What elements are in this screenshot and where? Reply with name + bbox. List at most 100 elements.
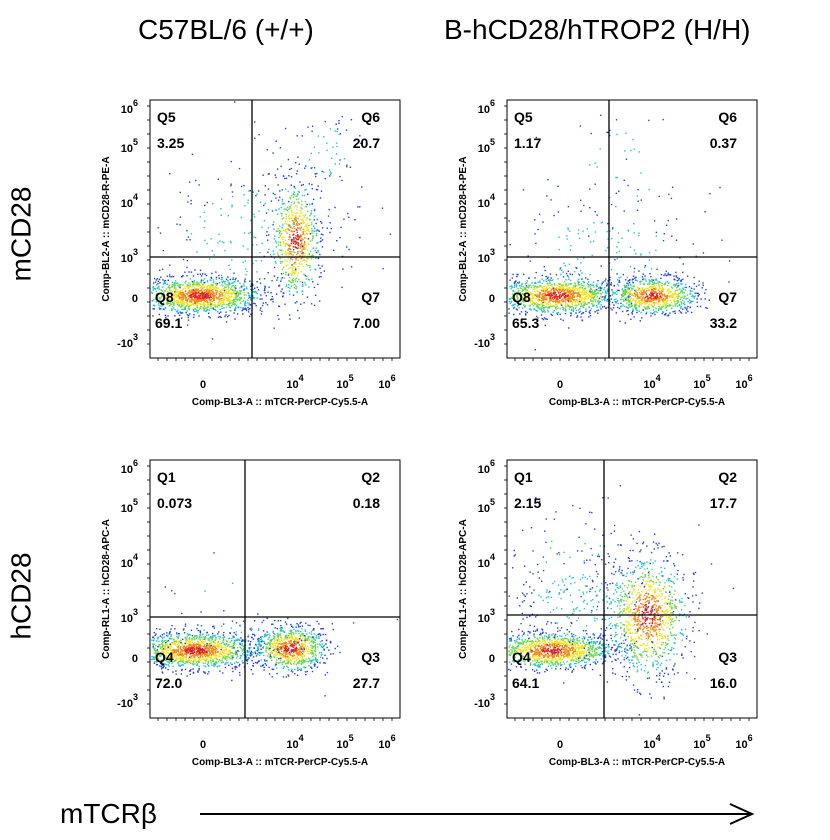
quadrant-name: Q7 [718,289,737,305]
x-tick-label: 0 [557,739,563,751]
y-axis-label: Comp-RL1-A :: hCD28-APC-A [101,519,112,659]
column-title-humanized: B-hCD28/hTROP2 (H/H) [444,14,751,45]
y-tick-label: 103 [121,607,138,625]
y-tick-label: 105 [478,137,495,155]
x-tick-label: 104 [643,733,660,751]
y-axis-label: Comp-BL2-A :: mCD28-R-PE-A [458,156,469,301]
quadrant-name: Q2 [718,469,737,485]
y-tick-label: 103 [478,607,495,625]
quadrant-percent: 2.15 [514,495,541,511]
event-dots [508,114,731,351]
plot-frame [506,99,758,359]
x-tick-label: 105 [693,733,710,751]
y-tick-label: 104 [478,552,495,570]
flow-plot-wt-mcd28: Q5 3.25 Q6 20.7 Q7 7.00 Q8 69.1 0 104 105 106 Comp-B… [95,90,415,415]
y-tick-label: 103 [121,247,138,265]
event-dots [151,552,399,697]
quadrant-name: Q5 [157,109,176,125]
y-tick-label: 105 [478,497,495,515]
y-tick-label: 104 [121,552,138,570]
y-tick-label: 106 [478,98,495,116]
quadrant-percent: 65.3 [512,315,539,331]
x-axis-label: Comp-BL3-A :: mTCR-PerCP-Cy5.5-A [549,397,725,408]
right-arrow-icon [200,803,755,825]
quadrant-percent: 20.7 [353,135,380,151]
quadrant-name: Q6 [718,109,737,125]
quadrant-name: Q8 [512,289,531,305]
event-dots [508,485,735,716]
quadrant-percent: 16.0 [710,675,737,691]
y-tick-label: 0 [132,293,138,305]
y-tick-label: 104 [121,192,138,210]
y-tick-label: 104 [478,192,495,210]
row-title-mcd28: mCD28 [5,186,37,282]
y-tick-label: 0 [132,653,138,665]
quadrant-percent: 0.37 [710,135,737,151]
quadrant-name: Q8 [155,289,174,305]
quadrant-percent: 3.25 [157,135,184,151]
quadrant-percent: 72.0 [155,675,182,691]
flow-plot-humanized-mcd28: Q5 1.17 Q6 0.37 Q7 33.2 Q8 65.3 0 104 105 106 Comp-B… [452,90,772,415]
y-tick-label: -103 [474,692,495,710]
quadrant-percent: 1.17 [514,135,541,151]
y-axis: -103 0 103 104 105 106 [117,458,150,710]
quadrant-percent: 0.073 [157,495,192,511]
quadrant-percent: 17.7 [710,495,737,511]
quadrant-name: Q1 [514,469,533,485]
x-tick-label: 106 [378,733,395,751]
x-tick-label: 105 [336,373,353,391]
flow-plot-humanized-hcd28: Q1 2.15 Q2 17.7 Q3 16.0 Q4 64.1 0 104 105 106 Comp-B… [452,450,772,775]
y-tick-label: 106 [121,458,138,476]
x-tick-label: 104 [286,733,303,751]
x-tick-label: 0 [200,379,206,391]
quadrant-percent: 7.00 [353,315,380,331]
quadrant-name: Q6 [361,109,380,125]
flow-plot-wt-hcd28: Q1 0.073 Q2 0.18 Q3 27.7 Q4 72.0 0 104 105 106 Comp-… [95,450,415,775]
x-tick-label: 0 [200,739,206,751]
x-tick-label: 106 [378,373,395,391]
quadrant-percent: 33.2 [710,315,737,331]
plot-frame [149,459,401,719]
y-axis-label: Comp-RL1-A :: hCD28-APC-A [458,519,469,659]
y-tick-label: 105 [121,137,138,155]
y-axis: -103 0 103 104 105 106 [474,98,507,350]
x-tick-label: 104 [643,373,660,391]
y-tick-label: 105 [121,497,138,515]
quadrant-name: Q1 [157,469,176,485]
y-tick-label: 106 [478,458,495,476]
x-tick-label: 106 [735,733,752,751]
x-axis-label: Comp-BL3-A :: mTCR-PerCP-Cy5.5-A [549,757,725,768]
y-axis-label: Comp-BL2-A :: mCD28-R-PE-A [101,156,112,301]
x-tick-label: 105 [693,373,710,391]
x-axis: 0 104 105 106 [157,718,396,751]
x-axis-label: Comp-BL3-A :: mTCR-PerCP-Cy5.5-A [192,757,368,768]
quadrant-name: Q3 [361,649,380,665]
x-tick-label: 105 [336,733,353,751]
event-dots [151,101,392,340]
quadrant-name: Q4 [155,649,174,665]
quadrant-name: Q5 [514,109,533,125]
quadrant-percent: 64.1 [512,675,539,691]
bottom-axis-label: mTCRβ [60,798,157,829]
row-title-hcd28: hCD28 [5,552,37,640]
x-axis: 0 104 105 106 [157,358,396,391]
quadrant-name: Q2 [361,469,380,485]
x-tick-label: 104 [286,373,303,391]
quadrant-name: Q7 [361,289,380,305]
y-tick-label: 0 [489,653,495,665]
y-tick-label: -103 [117,692,138,710]
y-tick-label: 106 [121,98,138,116]
quadrant-percent: 69.1 [155,315,182,331]
y-tick-label: -103 [474,332,495,350]
y-axis: -103 0 103 104 105 106 [117,98,150,350]
y-tick-label: 0 [489,293,495,305]
y-tick-label: -103 [117,332,138,350]
quadrant-percent: 27.7 [353,675,380,691]
quadrant-percent: 0.18 [353,495,380,511]
x-tick-label: 0 [557,379,563,391]
quadrant-name: Q4 [512,649,531,665]
quadrant-name: Q3 [718,649,737,665]
x-tick-label: 106 [735,373,752,391]
column-title-wildtype: C57BL/6 (+/+) [138,14,314,45]
x-axis: 0 104 105 106 [514,718,753,751]
